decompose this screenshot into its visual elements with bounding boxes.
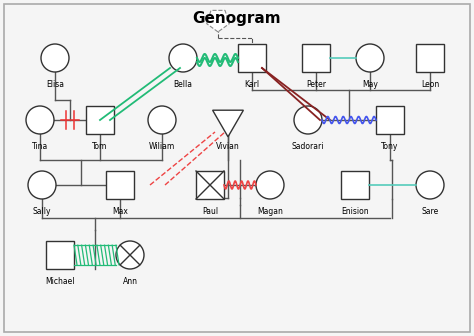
Text: Tony: Tony	[381, 142, 399, 151]
Text: Bella: Bella	[173, 80, 192, 89]
Text: Leon: Leon	[421, 80, 439, 89]
Bar	[376, 106, 404, 134]
Text: Wiliam: Wiliam	[149, 142, 175, 151]
Text: Elisa: Elisa	[46, 80, 64, 89]
Text: Genogram: Genogram	[193, 10, 281, 26]
Bar	[196, 171, 224, 199]
Text: Michael: Michael	[45, 277, 75, 286]
Text: Ann: Ann	[122, 277, 137, 286]
FancyBboxPatch shape	[4, 4, 470, 332]
Text: Tom: Tom	[92, 142, 108, 151]
Text: Sadorari: Sadorari	[292, 142, 324, 151]
Circle shape	[416, 171, 444, 199]
Text: Magan: Magan	[257, 207, 283, 216]
Circle shape	[148, 106, 176, 134]
Circle shape	[26, 106, 54, 134]
Text: Peter: Peter	[306, 80, 326, 89]
Bar	[416, 44, 444, 72]
Text: Sare: Sare	[421, 207, 438, 216]
Text: May: May	[362, 80, 378, 89]
Text: Tina: Tina	[32, 142, 48, 151]
Text: Karl: Karl	[245, 80, 260, 89]
Bar	[302, 44, 330, 72]
Bar	[341, 171, 369, 199]
Circle shape	[28, 171, 56, 199]
Bar	[46, 241, 74, 269]
Circle shape	[256, 171, 284, 199]
Bar	[238, 44, 266, 72]
Circle shape	[294, 106, 322, 134]
Text: Max: Max	[112, 207, 128, 216]
Polygon shape	[207, 10, 229, 32]
Circle shape	[41, 44, 69, 72]
Text: Paul: Paul	[202, 207, 218, 216]
Circle shape	[356, 44, 384, 72]
Text: Enision: Enision	[341, 207, 369, 216]
Bar	[86, 106, 114, 134]
Text: Sally: Sally	[33, 207, 51, 216]
Circle shape	[169, 44, 197, 72]
Polygon shape	[213, 110, 244, 137]
Bar	[106, 171, 134, 199]
Circle shape	[116, 241, 144, 269]
Text: Vivian: Vivian	[216, 142, 240, 151]
